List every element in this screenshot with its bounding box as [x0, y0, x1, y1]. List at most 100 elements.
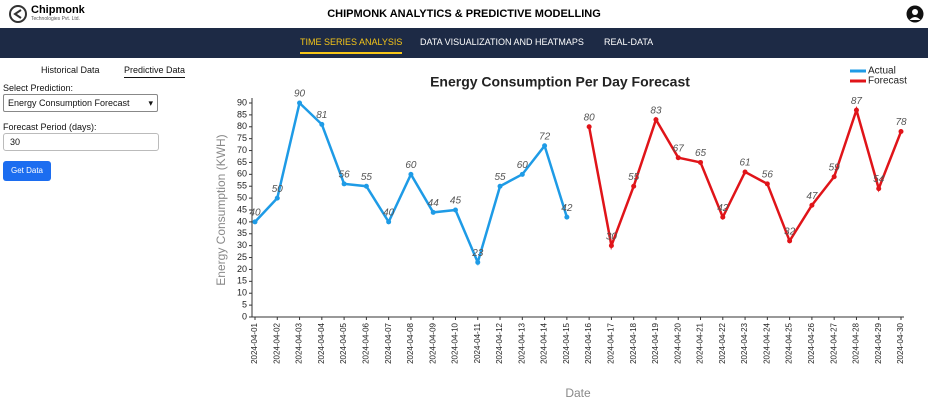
app-title: CHIPMONK ANALYTICS & PREDICTIVE MODELLIN…: [327, 8, 601, 20]
data-label: 42: [717, 203, 729, 214]
y-tick-label: 20: [237, 264, 247, 274]
data-point: [341, 181, 347, 187]
logo-icon: [9, 5, 27, 23]
x-tick-label: 2024-04-03: [295, 322, 304, 363]
nav-item[interactable]: TIME SERIES ANALYSIS: [300, 37, 403, 54]
data-label: 60: [517, 160, 529, 171]
data-label: 32: [784, 227, 796, 238]
logo-text: Chipmonk: [31, 4, 85, 16]
data-point: [497, 183, 503, 189]
y-tick-label: 55: [237, 181, 247, 191]
y-tick-label: 40: [237, 216, 247, 226]
data-point: [475, 259, 481, 265]
data-point: [430, 209, 436, 215]
x-tick-label: 2024-04-23: [740, 322, 749, 363]
data-point: [274, 195, 280, 201]
y-tick-label: 30: [237, 240, 247, 250]
legend-label: Actual: [868, 66, 896, 77]
x-tick-label: 2024-04-01: [250, 322, 259, 363]
x-tick-label: 2024-04-07: [384, 322, 393, 363]
data-point: [876, 186, 882, 192]
chart: Energy Consumption Per Day Forecast Date…: [214, 66, 907, 400]
x-tick-label: 2024-04-30: [896, 322, 905, 363]
data-label: 45: [450, 196, 462, 207]
x-tick-label: 2024-04-09: [428, 322, 437, 363]
data-label: 55: [494, 172, 506, 183]
x-tick-label: 2024-04-28: [852, 322, 861, 363]
y-tick-label: 45: [237, 204, 247, 214]
y-tick-label: 0: [242, 311, 247, 321]
data-point: [742, 169, 748, 175]
data-point: [586, 124, 592, 130]
data-label: 44: [428, 198, 440, 209]
y-tick-label: 85: [237, 109, 247, 119]
data-label: 83: [650, 105, 662, 116]
data-label: 50: [272, 184, 284, 195]
series-line: [254, 100, 569, 267]
data-point: [564, 214, 570, 220]
tab[interactable]: Historical Data: [41, 65, 100, 75]
nav-item[interactable]: DATA VISUALIZATION AND HEATMAPS: [420, 37, 584, 47]
y-tick-label: 75: [237, 133, 247, 143]
select-value: Energy Consumption Forecast: [8, 98, 130, 108]
logo-sub: Technologies Pvt. Ltd.: [31, 16, 80, 22]
data-point: [787, 238, 793, 244]
y-tick-label: 90: [237, 97, 247, 107]
x-tick-label: 2024-04-20: [673, 322, 682, 363]
data-label: 47: [806, 191, 818, 202]
nav-bar: TIME SERIES ANALYSIS DATA VISUALIZATION …: [0, 28, 928, 58]
chart-title: Energy Consumption Per Day Forecast: [430, 74, 690, 90]
select[interactable]: Energy Consumption Forecast ▾: [3, 94, 158, 112]
data-label: 23: [471, 248, 484, 259]
x-tick-label: 2024-04-19: [651, 322, 660, 363]
data-point: [631, 183, 637, 189]
data-label: 55: [628, 172, 640, 183]
x-tick-label: 2024-04-04: [317, 322, 326, 363]
y-tick-label: 15: [237, 276, 247, 286]
data-point: [720, 214, 726, 220]
y-axis-label: Energy Consumption (KWH): [214, 134, 228, 285]
data-point: [853, 107, 859, 113]
data-point: [297, 100, 303, 106]
data-point: [363, 183, 369, 189]
data-label: 87: [851, 96, 863, 107]
x-tick-label: 2024-04-22: [718, 322, 727, 363]
data-point: [653, 117, 659, 123]
tab-active[interactable]: Predictive Data: [124, 65, 186, 78]
y-tick-label: 50: [237, 192, 247, 202]
data-label: 67: [673, 143, 685, 154]
input[interactable]: 30: [3, 133, 159, 151]
data-label: 61: [740, 158, 751, 169]
data-label: 60: [405, 160, 417, 171]
nav-item[interactable]: REAL-DATA: [604, 37, 654, 47]
user-icon[interactable]: [906, 5, 924, 23]
x-tick-label: 2024-04-18: [629, 322, 638, 363]
data-label: 56: [762, 169, 774, 180]
x-tick-label: 2024-04-26: [807, 322, 816, 363]
x-tick-label: 2024-04-11: [473, 322, 482, 363]
data-point: [452, 207, 458, 213]
x-tick-label: 2024-04-29: [874, 322, 883, 363]
data-point: [252, 219, 258, 225]
data-point: [542, 143, 548, 149]
data-point: [764, 181, 770, 187]
data-point: [831, 174, 837, 180]
x-tick-label: 2024-04-27: [829, 322, 838, 363]
data-label: 40: [249, 208, 261, 219]
header: Chipmonk Technologies Pvt. Ltd. CHIPMONK…: [0, 0, 928, 29]
data-point: [809, 202, 815, 208]
y-tick-label: 65: [237, 157, 247, 167]
x-tick-label: 2024-04-13: [517, 322, 526, 363]
data-label: 55: [361, 172, 373, 183]
x-tick-label: 2024-04-15: [562, 322, 571, 363]
x-tick-label: 2024-04-10: [451, 322, 460, 363]
data-label: 80: [584, 112, 596, 123]
y-tick-label: 10: [237, 288, 247, 298]
data-label: 59: [829, 162, 841, 173]
x-tick-label: 2024-04-05: [339, 322, 348, 363]
button[interactable]: Get Data: [3, 161, 51, 181]
y-tick-label: 25: [237, 252, 247, 262]
x-tick-label: 2024-04-21: [696, 322, 705, 363]
y-tick-label: 70: [237, 145, 247, 155]
